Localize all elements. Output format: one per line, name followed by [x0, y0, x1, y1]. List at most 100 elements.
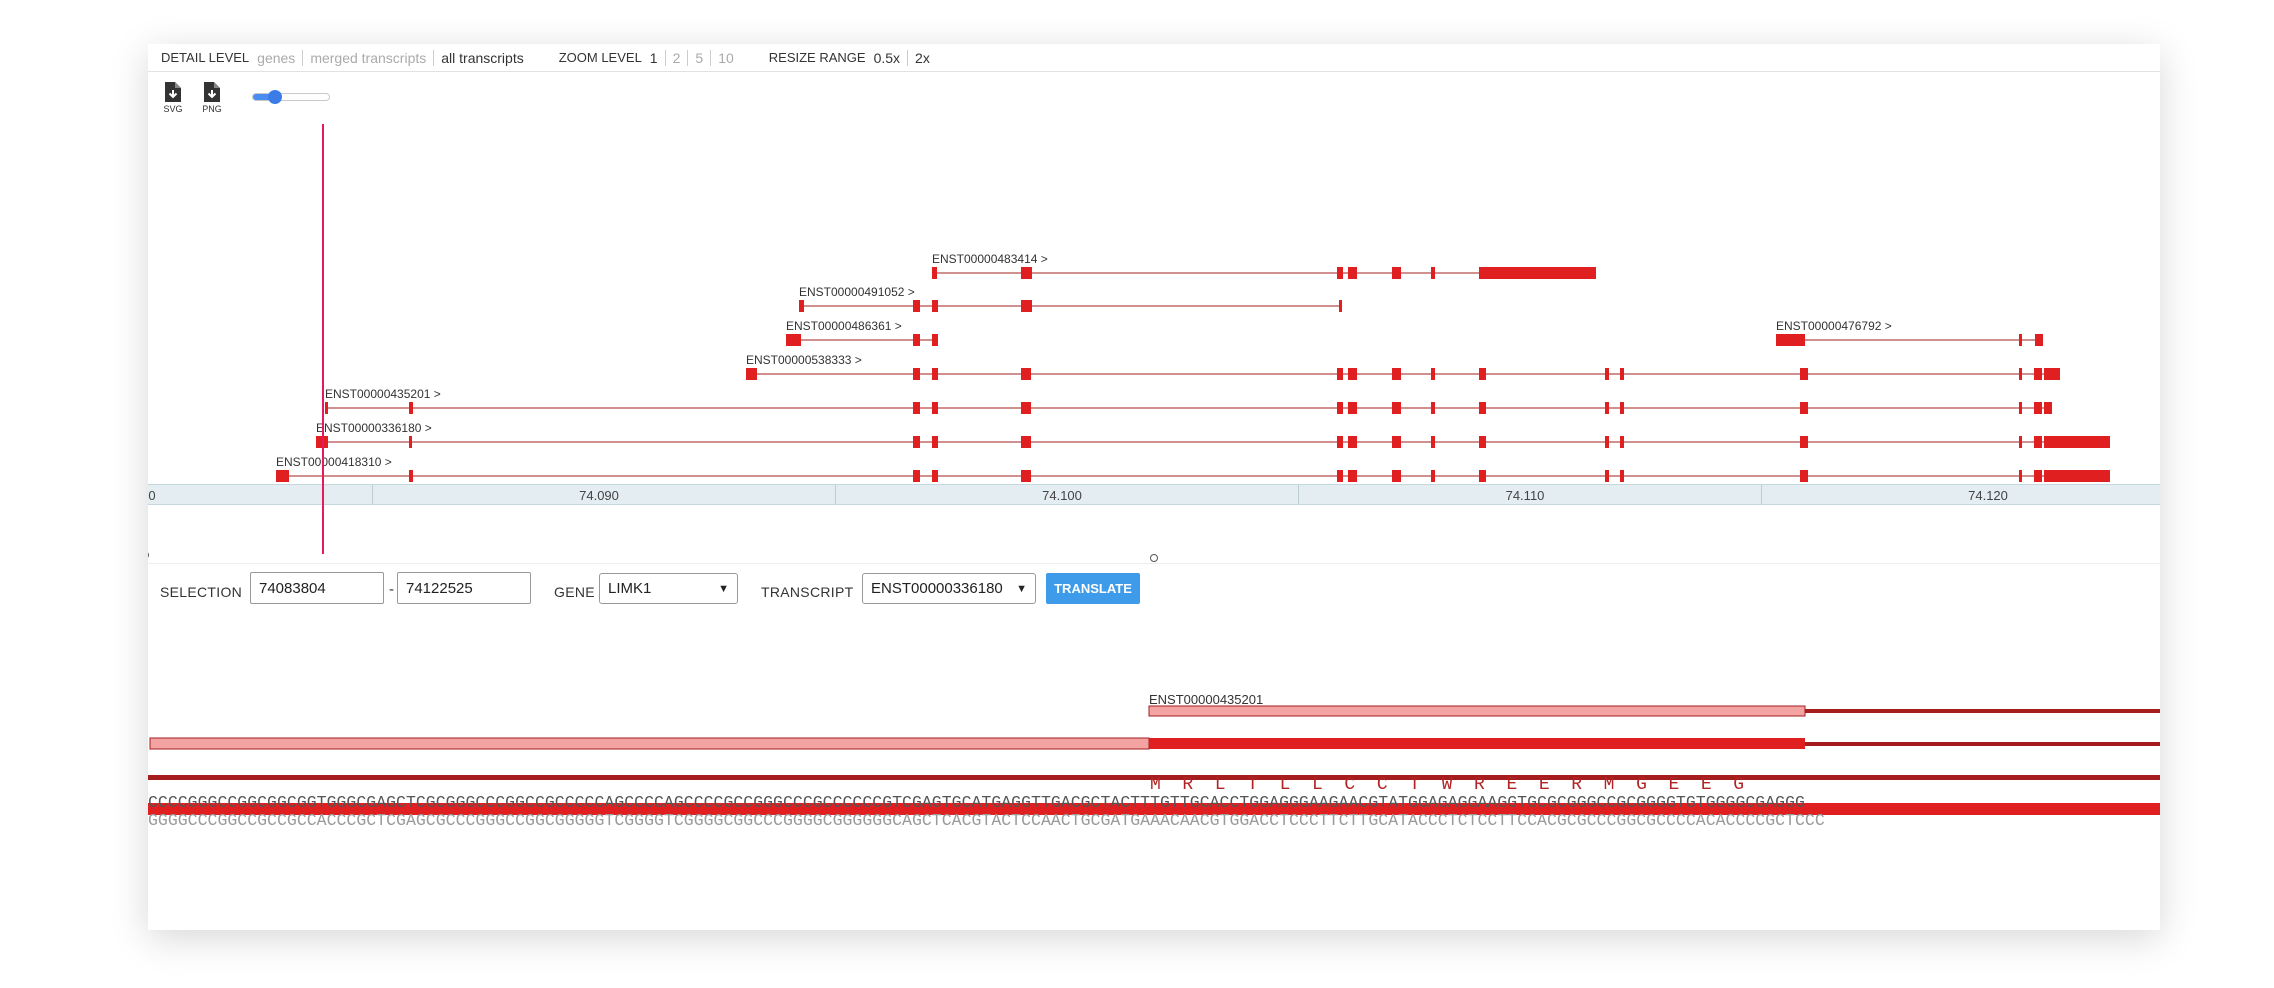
- exon-block: [2044, 470, 2110, 482]
- exon-block: [409, 470, 413, 482]
- zoom-option-10[interactable]: 10: [710, 49, 741, 66]
- exon-block: [913, 368, 920, 380]
- ruler-tick: [1761, 485, 1762, 504]
- transcript-label: ENST00000435201 >: [325, 387, 441, 401]
- amino-acid-translation: M R L T L L C C T W R E E R M G E E G: [1150, 775, 1745, 795]
- genomic-position-ruler: 0 74.090 74.100 74.110 74.120: [148, 484, 2160, 505]
- exon-block: [1605, 402, 1609, 414]
- transcript-track[interactable]: ENST00000435201 >: [325, 387, 2052, 414]
- transcript-track[interactable]: ENST00000486361 >: [786, 319, 938, 346]
- ruler-tick: [835, 485, 836, 504]
- exon-block: [325, 402, 328, 414]
- selection-end-input[interactable]: [397, 572, 531, 604]
- export-bar: SVG PNG: [160, 81, 238, 114]
- zoom-option-5[interactable]: 5: [687, 49, 710, 66]
- exon-block: [1800, 368, 1808, 380]
- exon-block: [1392, 368, 1401, 380]
- exon-block: [932, 402, 938, 414]
- exon-block: [1021, 436, 1031, 448]
- exon-block: [913, 334, 920, 346]
- exon-block: [1605, 368, 1609, 380]
- transcript-track[interactable]: ENST00000538333 >: [746, 353, 2060, 380]
- exon-block: [1620, 368, 1624, 380]
- slider-thumb[interactable]: [268, 90, 282, 104]
- genome-viewer-panel: DETAIL LEVEL genes merged transcripts al…: [148, 44, 2160, 930]
- exon-block: [1337, 470, 1343, 482]
- exon-block: [2019, 334, 2022, 346]
- zoom-slider[interactable]: [252, 90, 330, 104]
- exon-block: [1620, 470, 1624, 482]
- exon-block: [1348, 436, 1357, 448]
- gene-select[interactable]: LIMK1 ▼: [599, 573, 738, 604]
- exon-block: [1431, 436, 1435, 448]
- exon-block: [932, 470, 938, 482]
- exon-block: [2019, 402, 2022, 414]
- exon-block: [1620, 402, 1624, 414]
- exon-block: [1021, 300, 1032, 312]
- transcript-label: ENST00000486361 >: [786, 319, 902, 333]
- ruler-label: 74.110: [1505, 488, 1545, 503]
- range-resize-handle-left[interactable]: [148, 551, 149, 559]
- zoom-option-1[interactable]: 1: [649, 49, 658, 66]
- exon-block: [1605, 470, 1609, 482]
- position-cursor-line[interactable]: [322, 124, 324, 554]
- gene-label: GENE: [554, 584, 595, 600]
- detail-option-genes[interactable]: genes: [257, 49, 296, 66]
- exon-block: [2035, 334, 2043, 346]
- exon-block: [746, 368, 757, 380]
- transcript-track[interactable]: ENST00000476792 >: [1776, 319, 2043, 346]
- zoom-option-2[interactable]: 2: [664, 49, 688, 66]
- transcript-track[interactable]: ENST00000418310 >: [276, 455, 2110, 482]
- exon-block: [1479, 368, 1486, 380]
- range-resize-handle-right[interactable]: [1150, 554, 1158, 562]
- transcript-select[interactable]: ENST00000336180 ▼: [862, 573, 1036, 604]
- exon-block: [932, 368, 938, 380]
- export-png-button[interactable]: PNG: [199, 81, 225, 114]
- zoom-level-group: ZOOM LEVEL 1 2 5 10: [559, 49, 741, 66]
- coding-block: [1149, 738, 1805, 749]
- exon-block: [1348, 402, 1357, 414]
- exon-block: [409, 402, 413, 414]
- resize-option-double[interactable]: 2x: [907, 49, 937, 66]
- detail-option-all-transcripts[interactable]: all transcripts: [433, 49, 530, 66]
- file-download-icon: [204, 82, 220, 102]
- transcript-track[interactable]: ENST00000483414 >: [932, 252, 1596, 279]
- exon-block: [913, 300, 920, 312]
- ruler-label: 74.100: [1042, 488, 1082, 503]
- exon-block: [1348, 368, 1357, 380]
- exon-block: [932, 436, 938, 448]
- exon-block: [1431, 470, 1435, 482]
- transcript-label: TRANSCRIPT: [761, 584, 854, 600]
- exon-block: [1021, 368, 1031, 380]
- detail-transcript-label: ENST00000435201: [1149, 692, 1263, 707]
- resize-option-half[interactable]: 0.5x: [873, 49, 901, 66]
- exon-block: [2044, 402, 2052, 414]
- transcript-select-value: ENST00000336180: [871, 580, 1003, 597]
- detail-option-merged-transcripts[interactable]: merged transcripts: [302, 49, 433, 66]
- transcript-label: ENST00000476792 >: [1776, 319, 1892, 333]
- exon-block: [1021, 402, 1031, 414]
- transcript-track[interactable]: ENST00000491052 >: [799, 285, 1342, 312]
- file-download-icon: [165, 82, 181, 102]
- selection-start-input[interactable]: [250, 572, 384, 604]
- exon-block: [1337, 368, 1343, 380]
- dna-sequence-reverse: GGGGCCCGGCCGCCGCCACCCGCTCGAGCGCCCGGGCCGG…: [148, 811, 1825, 830]
- transcript-track[interactable]: ENST00000336180 >: [316, 421, 2110, 448]
- exon-block: [1479, 470, 1486, 482]
- transcript-label: ENST00000491052 >: [799, 285, 915, 299]
- utr-block: [1148, 705, 1806, 717]
- selection-dash: -: [389, 581, 394, 598]
- export-svg-button[interactable]: SVG: [160, 81, 186, 114]
- exon-block: [1479, 402, 1486, 414]
- exon-block: [276, 470, 289, 482]
- exon-block: [1337, 402, 1343, 414]
- slider-track: [252, 93, 330, 101]
- exon-block: [932, 267, 937, 279]
- exon-block: [409, 436, 412, 448]
- exon-block: [1337, 267, 1343, 279]
- exon-block: [1431, 368, 1435, 380]
- translate-button[interactable]: TRANSLATE: [1046, 573, 1140, 604]
- export-svg-label: SVG: [163, 104, 183, 114]
- utr-block: [149, 737, 1150, 750]
- exon-block: [2019, 436, 2022, 448]
